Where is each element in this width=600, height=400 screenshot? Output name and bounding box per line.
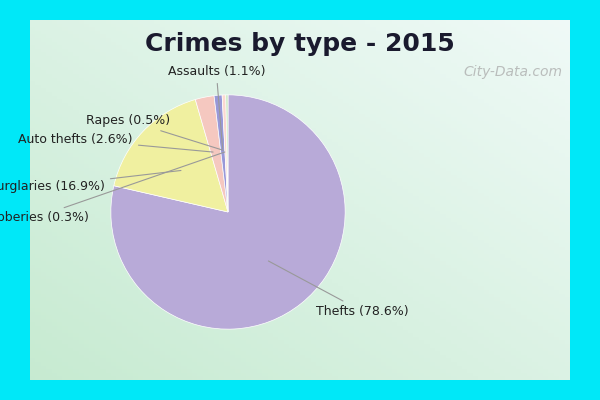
Wedge shape — [196, 96, 228, 212]
Text: City-Data.com: City-Data.com — [464, 65, 563, 79]
Text: Assaults (1.1%): Assaults (1.1%) — [167, 65, 265, 148]
Text: Burglaries (16.9%): Burglaries (16.9%) — [0, 170, 181, 193]
Text: Robberies (0.3%): Robberies (0.3%) — [0, 152, 225, 224]
Wedge shape — [226, 95, 228, 212]
Wedge shape — [214, 95, 228, 212]
Text: Thefts (78.6%): Thefts (78.6%) — [268, 261, 409, 318]
Text: Crimes by type - 2015: Crimes by type - 2015 — [145, 32, 455, 56]
Wedge shape — [114, 100, 228, 212]
Text: Auto thefts (2.6%): Auto thefts (2.6%) — [19, 133, 213, 152]
Wedge shape — [111, 95, 345, 329]
Text: Rapes (0.5%): Rapes (0.5%) — [86, 114, 223, 150]
Wedge shape — [222, 95, 228, 212]
